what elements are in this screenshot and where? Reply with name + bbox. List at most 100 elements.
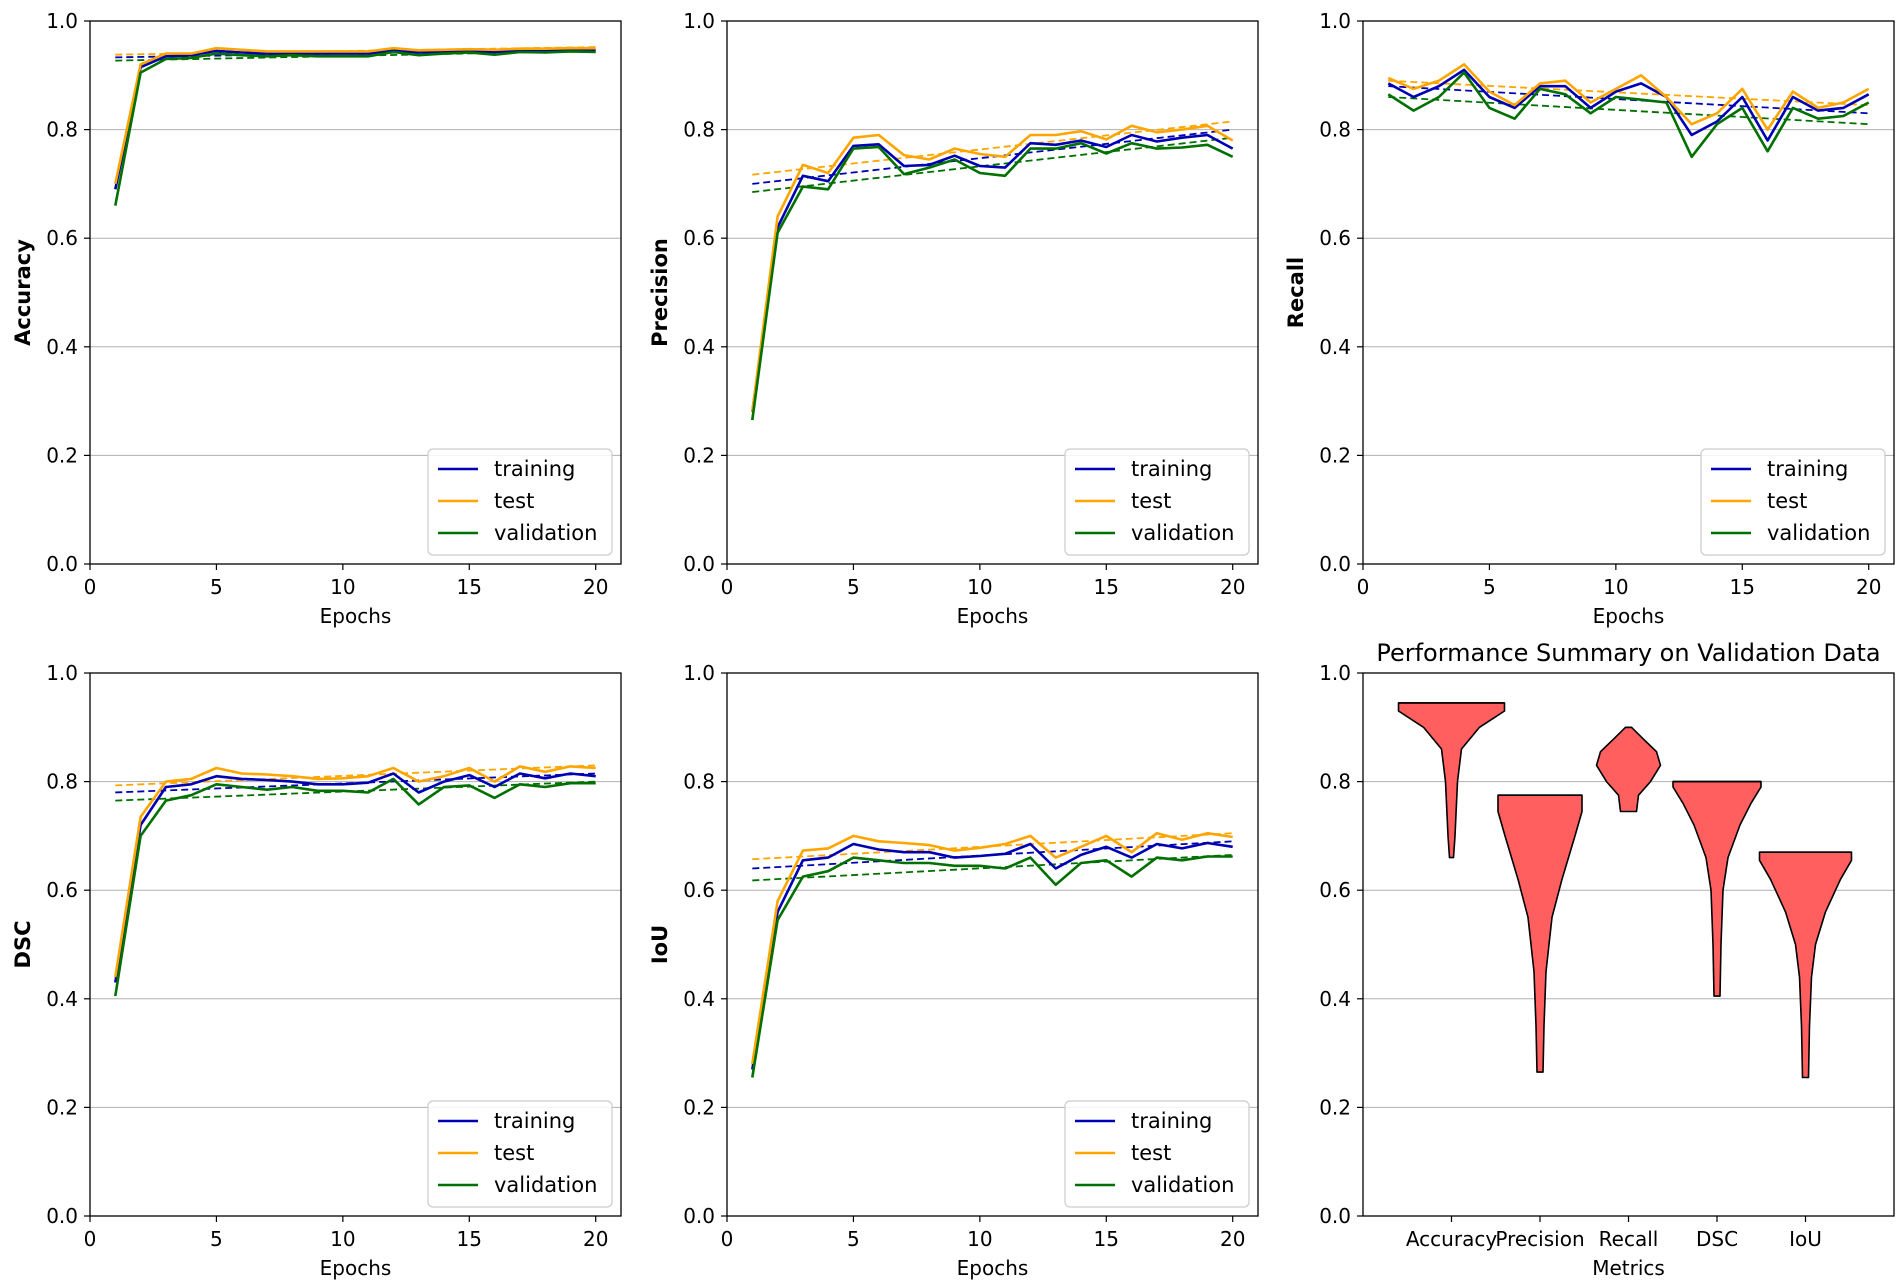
x-tick-label: 20	[1220, 1227, 1245, 1251]
x-axis-label: Metrics	[1592, 1256, 1665, 1280]
y-axis-label: Precision	[648, 238, 672, 347]
x-tick-label: 20	[583, 575, 608, 599]
validation-series-line	[751, 855, 1233, 1078]
x-tick-label: 0	[84, 1227, 97, 1251]
y-tick-label: 0.0	[683, 1204, 715, 1228]
y-tick-label: 0.4	[683, 335, 715, 359]
x-tick-label: 20	[1856, 575, 1881, 599]
y-tick-label: 0.8	[683, 770, 715, 794]
training-trend-line	[752, 128, 1233, 185]
legend-label-validation: validation	[494, 1173, 597, 1197]
violin-Recall	[1595, 726, 1662, 813]
training-series-line	[114, 772, 596, 983]
violin-Precision	[1497, 794, 1583, 1073]
x-axis-label: Epochs	[320, 1256, 392, 1280]
chart-dsc: 0.0 0.2 0.4 0.6 0.8 1.0 DSC 0 5 10 15 20 Epochs train…	[11, 661, 622, 1280]
validation-series-line	[751, 141, 1234, 421]
x-tick-label: 10	[967, 1227, 992, 1251]
x-tick-label: DSC	[1696, 1227, 1738, 1251]
axes-frame	[726, 672, 1259, 1217]
legend-frame	[427, 1100, 613, 1208]
x-tick-label: 5	[1483, 575, 1496, 599]
chart-summary: 0.0 0.2 0.4 0.6 0.8 1.0 Performance Summary on…	[1319, 639, 1895, 1280]
chart-accuracy: 0.0 0.2 0.4 0.6 0.8 1.0 Accuracy 0 5 10 15 20 Epochs…	[11, 9, 622, 628]
violin-DSC	[1672, 780, 1762, 997]
legend: training test validation	[1700, 448, 1886, 556]
axes-frame	[89, 672, 622, 1217]
y-tick-label: 0.4	[1319, 335, 1351, 359]
y-tick-label: 0.8	[683, 118, 715, 142]
y-tick-label: 1.0	[683, 9, 715, 33]
x-tick-label: 0	[721, 1227, 734, 1251]
y-tick-label: 1.0	[46, 661, 78, 685]
y-axis-label: IoU	[648, 925, 672, 964]
test-series-line	[751, 124, 1234, 413]
y-tick-label: 0.6	[683, 878, 715, 902]
legend-label-test: test	[494, 1141, 534, 1165]
training-series-line	[114, 48, 596, 190]
y-tick-label: 0.8	[46, 118, 78, 142]
x-tick-label: 10	[330, 575, 355, 599]
y-tick-label: 0.6	[46, 878, 78, 902]
x-tick-label: IoU	[1789, 1227, 1822, 1251]
chart-title: Performance Summary on Validation Data	[1376, 639, 1880, 667]
legend-frame	[427, 448, 613, 556]
y-tick-label: 0.2	[46, 443, 78, 467]
y-tick-label: 1.0	[1319, 9, 1351, 33]
x-tick-label: 15	[1730, 575, 1755, 599]
axes-frame	[1362, 20, 1895, 565]
x-tick-label: 20	[583, 1227, 608, 1251]
legend-label-training: training	[1767, 457, 1848, 481]
x-tick-label: 0	[1357, 575, 1370, 599]
x-tick-label: 5	[210, 575, 223, 599]
x-tick-label: 10	[330, 1227, 355, 1251]
y-axis-label: Accuracy	[11, 239, 35, 346]
y-tick-label: 1.0	[1319, 661, 1351, 685]
legend-frame	[1700, 448, 1886, 556]
axes-frame	[89, 20, 622, 565]
y-tick-label: 0.8	[46, 770, 78, 794]
validation-series-line	[1387, 71, 1870, 159]
training-series-line	[1387, 68, 1870, 142]
x-axis-label: Epochs	[320, 604, 392, 628]
x-tick-label: 5	[210, 1227, 223, 1251]
y-axis-label: DSC	[11, 921, 35, 969]
x-axis-label: Epochs	[1593, 604, 1665, 628]
validation-trend-line	[115, 780, 596, 802]
violin-IoU	[1758, 851, 1853, 1079]
x-tick-label: Precision	[1495, 1227, 1584, 1251]
y-tick-label: 0.4	[1319, 987, 1351, 1011]
validation-trend-line	[752, 854, 1233, 882]
y-tick-label: 0.4	[46, 335, 78, 359]
violin-Accuracy	[1397, 702, 1506, 859]
legend-label-validation: validation	[1131, 1173, 1234, 1197]
test-trend-line	[1388, 79, 1869, 107]
y-tick-label: 0.0	[683, 552, 715, 576]
y-axis-label: Recall	[1284, 257, 1308, 328]
x-tick-label: 15	[1094, 1227, 1119, 1251]
test-series-line	[751, 831, 1233, 1065]
legend-label-training: training	[494, 1109, 575, 1133]
x-axis-label: Epochs	[957, 604, 1029, 628]
y-tick-label: 0.2	[683, 1095, 715, 1119]
y-tick-label: 1.0	[683, 661, 715, 685]
y-tick-label: 0.0	[1319, 1204, 1351, 1228]
legend: training test validation	[1064, 1100, 1250, 1208]
y-tick-label: 0.0	[1319, 552, 1351, 576]
test-series-line	[114, 46, 596, 185]
legend: training test validation	[427, 1100, 613, 1208]
y-tick-label: 0.0	[46, 552, 78, 576]
y-tick-label: 0.6	[1319, 878, 1351, 902]
axes-frame	[1362, 672, 1895, 1217]
chart-precision: 0.0 0.2 0.4 0.6 0.8 1.0 Precision 0 5 10 15 20 Epoch…	[648, 9, 1259, 628]
legend-label-validation: validation	[494, 521, 597, 545]
y-tick-label: 0.8	[1319, 118, 1351, 142]
x-tick-label: 15	[1094, 575, 1119, 599]
x-tick-label: Accuracy	[1406, 1227, 1497, 1251]
x-tick-label: 15	[457, 575, 482, 599]
x-tick-label: 10	[1603, 575, 1628, 599]
axes-frame	[726, 20, 1259, 565]
chart-iou: 0.0 0.2 0.4 0.6 0.8 1.0 IoU 0 5 10 15 20 Epochs train…	[648, 661, 1259, 1280]
y-tick-label: 0.2	[683, 443, 715, 467]
